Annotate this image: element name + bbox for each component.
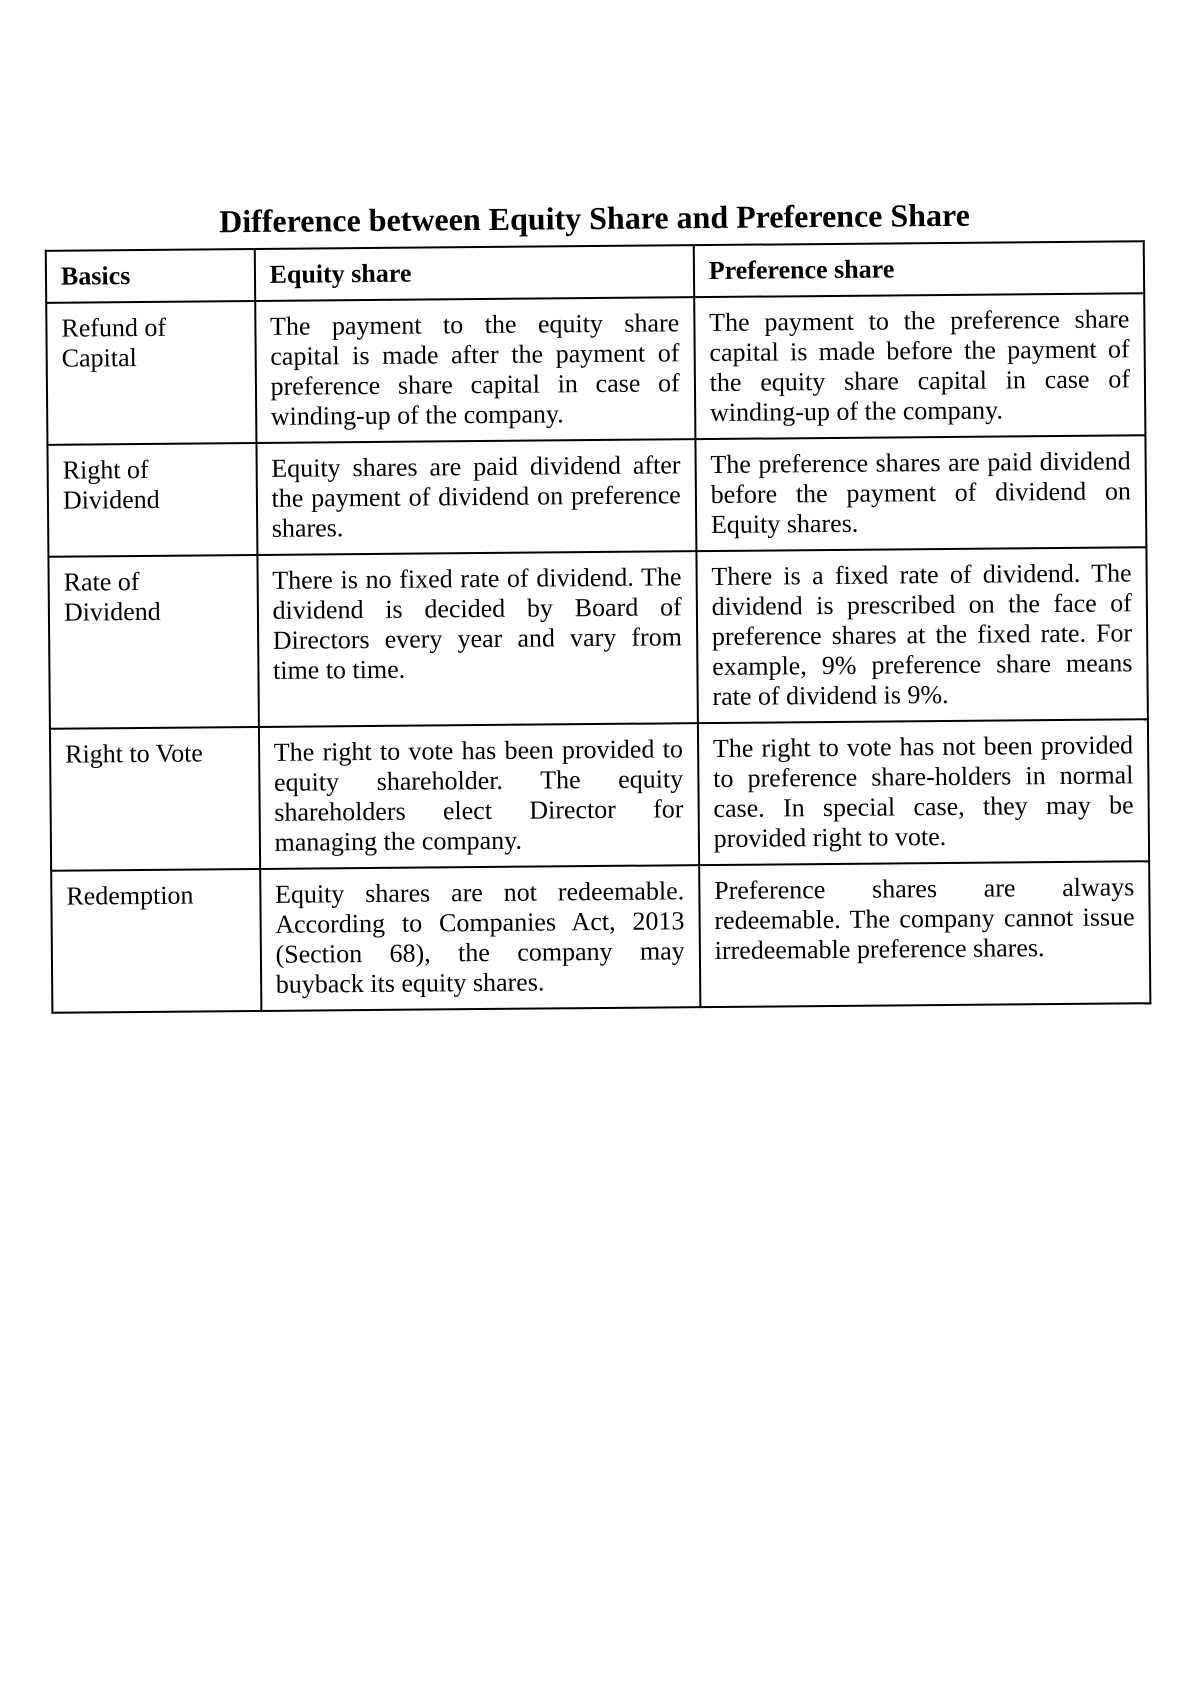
cell-preference: The right to vote has not been provided … [698,719,1149,865]
cell-basics: Rate of Dividend [48,555,258,729]
cell-preference: The preference shares are paid dividend … [695,435,1146,551]
cell-preference: There is a fixed rate of dividend. The d… [696,547,1148,723]
header-basics: Basics [46,249,255,303]
table-header-row: Basics Equity share Preference share [46,241,1144,303]
table-row: Rate of Dividend There is no fixed rate … [48,547,1147,729]
table-row: Right of Dividend Equity shares are paid… [47,435,1146,557]
cell-preference: The payment to the preference share capi… [694,293,1145,439]
document-title: Difference between Equity Share and Pref… [44,195,1144,242]
table-row: Refund of Capital The payment to the equ… [46,293,1145,445]
table-row: Right to Vote The right to vote has been… [50,719,1149,871]
header-preference: Preference share [694,241,1145,297]
header-equity: Equity share [254,245,694,301]
comparison-table: Basics Equity share Preference share Ref… [45,240,1152,1014]
cell-basics: Right of Dividend [47,443,257,557]
cell-basics: Refund of Capital [46,301,256,445]
cell-basics: Redemption [51,869,261,1013]
cell-equity: Equity shares are paid dividend after th… [256,439,696,555]
cell-preference: Preference shares are always redeemable.… [699,861,1150,1007]
cell-equity: There is no fixed rate of dividend. The … [257,551,698,727]
cell-equity: Equity shares are not redeemable. Accord… [260,865,700,1011]
cell-equity: The payment to the equity share capital … [255,297,695,443]
cell-equity: The right to vote has been provided to e… [259,723,699,869]
cell-basics: Right to Vote [50,727,260,871]
table-row: Redemption Equity shares are not redeema… [51,861,1150,1013]
